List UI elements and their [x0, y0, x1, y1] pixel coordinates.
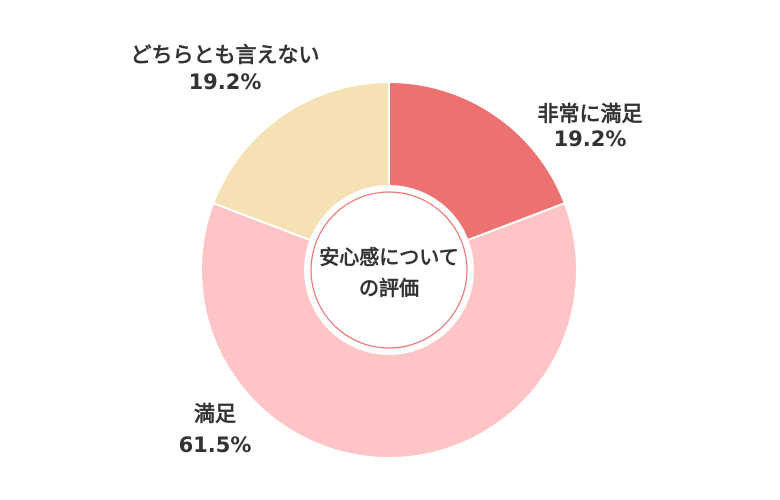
- center-label-line-1: 安心感について: [319, 245, 458, 269]
- slice-value-neutral: 19.2%: [189, 70, 262, 94]
- slice-label-neutral: どちらとも言えない: [131, 43, 320, 67]
- slice-value-very-satisfied: 19.2%: [554, 127, 627, 151]
- center-hole: [304, 185, 474, 355]
- slice-label-satisfied: 満足: [194, 402, 236, 426]
- center-label-line-2: の評価: [359, 276, 419, 300]
- center-ring: [310, 191, 468, 349]
- slice-label-very-satisfied: 非常に満足: [538, 102, 643, 126]
- slice-value-satisfied: 61.5%: [179, 433, 252, 457]
